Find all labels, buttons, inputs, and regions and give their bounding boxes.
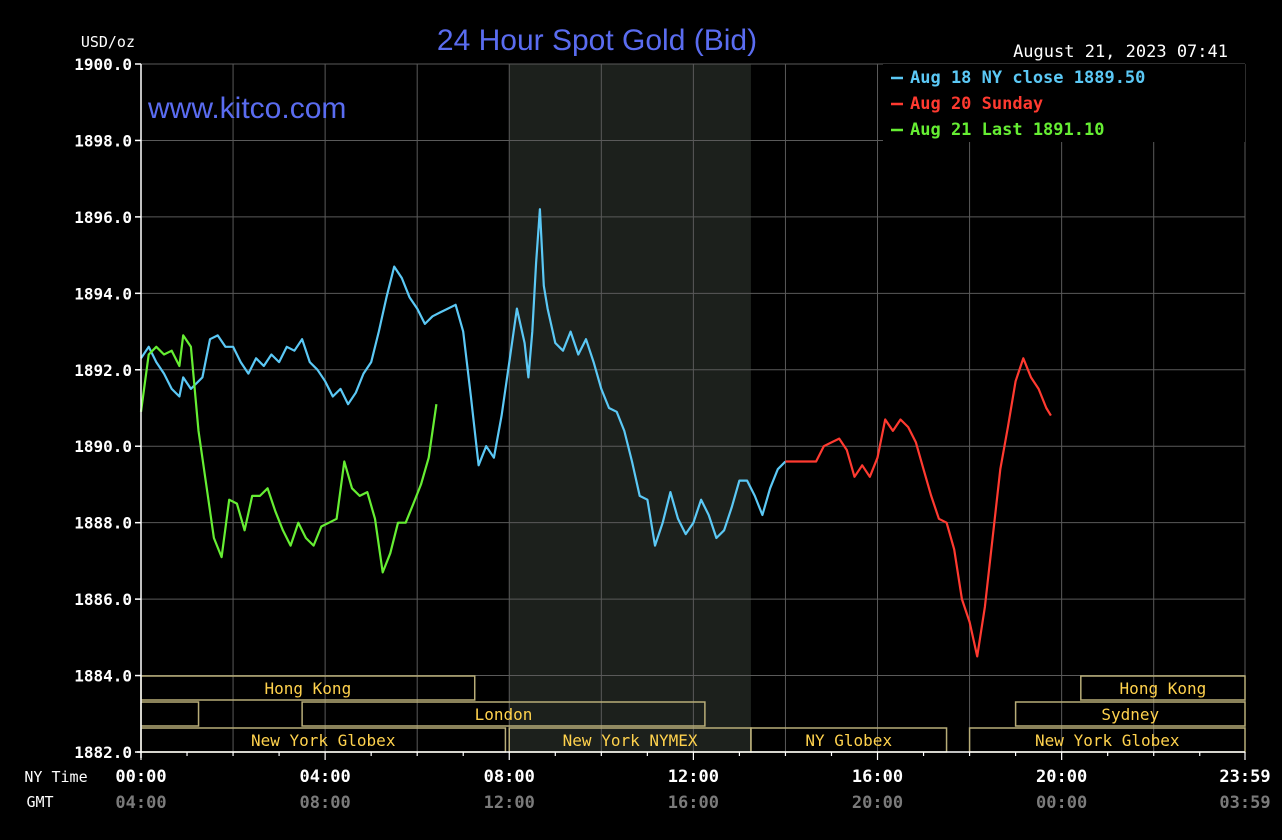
x-tick-label-ny: 04:00	[300, 767, 351, 787]
website-watermark: www.kitco.com	[147, 92, 346, 125]
x-tick-label-gmt: 16:00	[668, 793, 719, 813]
y-tick-label: 1890.0	[74, 437, 132, 456]
series-line-1	[785, 357, 1052, 658]
x-tick-label-ny: 23:59	[1219, 767, 1270, 787]
y-tick-label: 1892.0	[74, 361, 132, 380]
x-tick-label-gmt: 20:00	[852, 793, 903, 813]
y-tick-label: 1882.0	[74, 743, 132, 762]
y-tick-label: 1898.0	[74, 131, 132, 150]
series-line-2	[139, 334, 438, 574]
chart-timestamp: August 21, 2023 07:41	[1013, 42, 1228, 62]
y-axis-unit-label: USD/oz	[81, 33, 135, 51]
legend: Aug 18 NY close 1889.50 Aug 20 Sunday Aug …	[891, 68, 1145, 140]
x-tick-label-ny: 12:00	[668, 767, 719, 787]
y-tick-label: 1884.0	[74, 667, 132, 686]
series-line-0	[140, 208, 787, 547]
legend-background	[883, 64, 1245, 142]
y-tick-label: 1886.0	[74, 590, 132, 609]
legend-entry: Aug 21 Last 1891.10	[910, 120, 1104, 140]
session-label: Hong Kong	[265, 679, 352, 698]
x-tick-label-gmt: 03:59	[1219, 793, 1270, 813]
y-tick-label: 1888.0	[74, 514, 132, 533]
legend-entry: Aug 18 NY close 1889.50	[910, 68, 1145, 88]
x-tick-label-gmt: 00:00	[1036, 793, 1087, 813]
x-tick-label-gmt: 08:00	[300, 793, 351, 813]
legend-entry: Aug 20 Sunday	[910, 94, 1043, 114]
session-label: New York Globex	[251, 731, 396, 750]
session-label: Sydney	[1101, 705, 1159, 724]
ny-time-row-label: NY Time	[24, 768, 87, 786]
x-tick-label-ny: 00:00	[115, 767, 166, 787]
session-label: NY Globex	[805, 731, 892, 750]
x-tick-label-ny: 08:00	[484, 767, 535, 787]
x-tick-label-gmt: 12:00	[484, 793, 535, 813]
y-tick-label: 1900.0	[74, 55, 132, 74]
gmt-row-label: GMT	[26, 793, 53, 811]
x-tick-label-gmt: 04:00	[115, 793, 166, 813]
session-label: London	[475, 705, 533, 724]
session-label: New York Globex	[1035, 731, 1180, 750]
y-tick-label: 1896.0	[74, 208, 132, 227]
x-tick-label-ny: 16:00	[852, 767, 903, 787]
session-box	[1080, 675, 1246, 701]
session-box	[301, 701, 706, 727]
y-tick-label: 1894.0	[74, 284, 132, 303]
session-box	[1014, 701, 1246, 727]
chart-title: 24 Hour Spot Gold (Bid)	[437, 24, 757, 57]
session-label: New York NYMEX	[563, 731, 698, 750]
nymex-session-shade	[509, 64, 751, 752]
session-label: Hong Kong	[1120, 679, 1207, 698]
x-tick-label-ny: 20:00	[1036, 767, 1087, 787]
